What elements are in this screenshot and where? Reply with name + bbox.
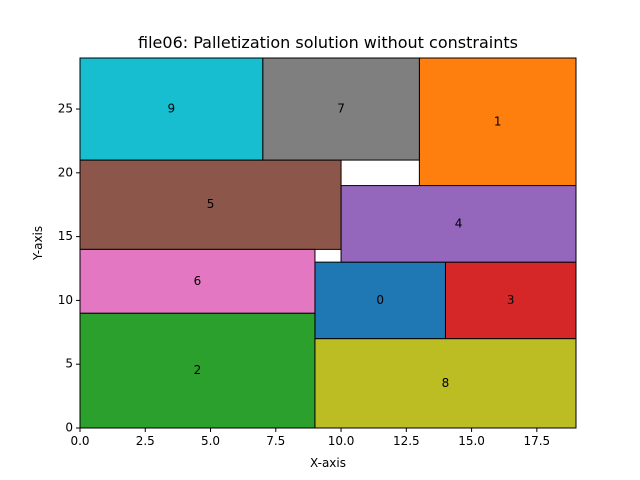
x-tick-label: 17.5 [523,434,550,448]
x-tick-label: 12.5 [393,434,420,448]
box-label-8: 8 [442,376,450,390]
x-tick-label: 7.5 [266,434,285,448]
x-tick-label: 0.0 [70,434,89,448]
x-tick-label: 10.0 [328,434,355,448]
plot-frame [79,57,577,429]
chart-title: file06: Palletization solution without c… [138,33,518,52]
box-4 [340,185,577,263]
box-label-2: 2 [194,363,202,377]
y-tick-label: 0 [65,421,73,435]
box-1 [418,57,577,187]
x-tick-label: 5.0 [201,434,220,448]
box-9 [79,57,264,161]
y-axis-label: Y-axis [31,226,45,261]
y-axis-ticks: 0 5 10 15 20 25 [58,102,80,435]
boxes-layer [79,57,577,429]
y-tick-label: 5 [65,357,73,371]
box-5 [79,159,342,250]
box-6 [79,248,316,314]
x-axis-ticks: 0.0 2.5 5.0 7.5 10.0 12.5 15.0 17.5 [70,428,550,448]
box-label-5: 5 [207,197,215,211]
y-tick-label: 10 [58,293,73,307]
box-label-1: 1 [494,114,502,128]
box-label-7: 7 [337,102,345,116]
box-label-3: 3 [507,293,515,307]
y-tick-label: 20 [58,165,73,179]
box-label-9: 9 [168,102,176,116]
box-label-4: 4 [455,216,463,230]
box-labels-layer: 0 1 2 3 4 5 6 7 8 9 [168,102,515,390]
y-tick-label: 25 [58,102,73,116]
x-tick-label: 2.5 [136,434,155,448]
box-0 [314,261,446,340]
x-axis-label: X-axis [310,456,346,470]
box-3 [444,261,577,340]
x-tick-label: 15.0 [458,434,485,448]
box-label-6: 6 [194,274,202,288]
y-tick-label: 15 [58,229,73,243]
box-7 [262,57,420,161]
box-label-0: 0 [376,293,384,307]
